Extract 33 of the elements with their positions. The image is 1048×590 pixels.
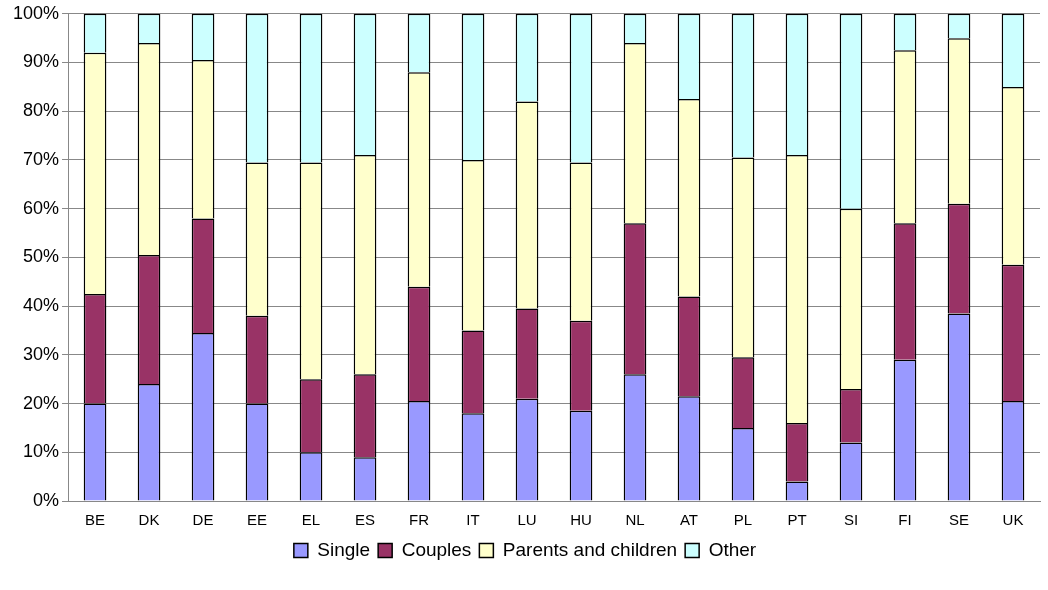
x-tick-label: PL — [733, 511, 753, 529]
y-tick-label: 40% — [23, 295, 60, 316]
x-tick-label: SE — [949, 511, 970, 529]
x-tick-label: AT — [679, 511, 699, 529]
y-tick-label: 80% — [23, 100, 60, 121]
y-tick-label: 70% — [23, 148, 60, 169]
y-tick-label: 90% — [23, 51, 60, 72]
y-tick-label: 60% — [23, 197, 60, 218]
x-tick-label: DK — [138, 511, 160, 529]
legend-label: Other — [708, 538, 757, 560]
x-tick-label: UK — [1002, 511, 1024, 529]
y-tick-label: 20% — [23, 392, 60, 413]
x-tick-label: ES — [355, 511, 376, 529]
x-tick-label: IT — [466, 511, 480, 529]
x-tick-label: LU — [517, 511, 537, 529]
y-tick-label: 30% — [23, 343, 60, 364]
x-tick-label: PT — [787, 511, 807, 529]
x-tick-label: EL — [301, 511, 321, 529]
x-tick-label: EE — [247, 511, 268, 529]
legend-label: Couples — [401, 538, 472, 560]
x-tick-label: HU — [570, 511, 592, 529]
x-tick-label: FR — [409, 511, 430, 529]
legend-label: Single — [317, 538, 371, 560]
y-tick-label: 0% — [33, 489, 60, 510]
x-tick-label: NL — [625, 511, 645, 529]
x-tick-label: SI — [843, 511, 859, 529]
x-tick-label: BE — [85, 511, 106, 529]
legend-label: Parents and children — [502, 538, 678, 560]
y-tick-label: 50% — [23, 246, 60, 267]
y-tick-label: 10% — [23, 441, 60, 462]
x-tick-label: FI — [898, 511, 912, 529]
y-tick-label: 100% — [12, 2, 60, 23]
x-tick-label: DE — [192, 511, 214, 529]
